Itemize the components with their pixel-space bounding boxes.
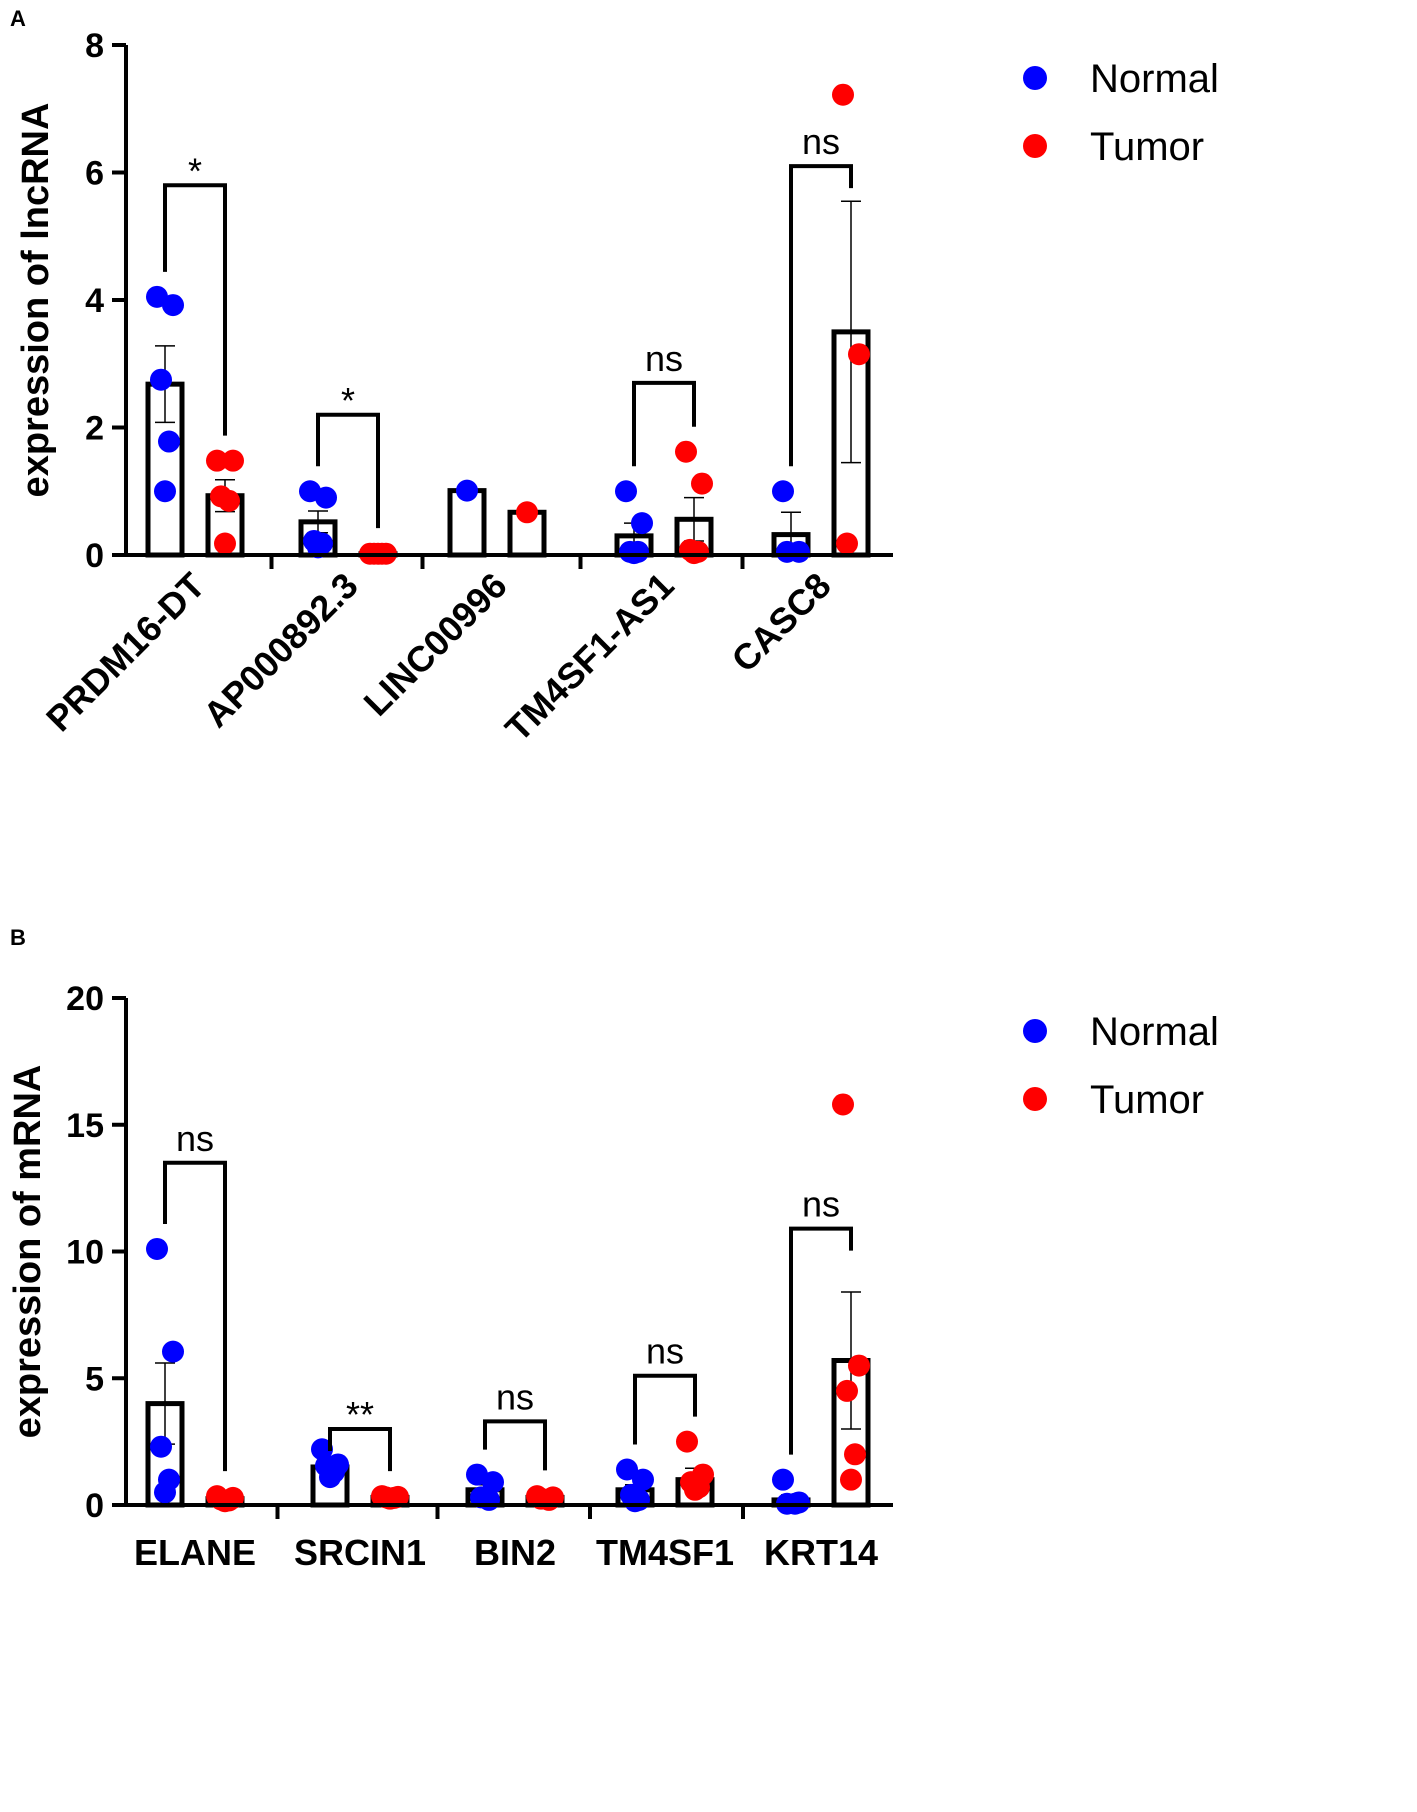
y-tick-label: 0 [85,1487,104,1525]
significance-label: * [188,150,202,191]
significance-label: ns [645,338,683,379]
data-point-tumor [222,449,244,472]
data-point-tumor [206,449,228,472]
legend-label-normal: Normal [1090,1010,1219,1054]
data-point-normal [482,1471,504,1494]
panel-letter: B [10,925,26,950]
data-point-tumor [844,1443,866,1466]
data-point-normal [150,368,172,391]
significance-label: ns [176,1118,214,1159]
data-point-tumor [214,1490,236,1513]
data-point-normal [616,1458,638,1481]
category-label: PRDM16-DT [38,565,213,740]
data-point-tumor [848,343,870,366]
category-label: TM4SF1 [596,1532,734,1573]
panel-letter: A [10,6,26,31]
data-point-tumor [218,489,240,512]
data-point-normal [615,480,637,503]
data-point-tumor [832,83,854,106]
legend-marker-normal [1023,1019,1047,1043]
y-tick-label: 0 [85,537,104,575]
data-point-normal [772,1468,794,1491]
data-point-normal [311,1438,333,1461]
data-point-tumor [538,1488,560,1511]
y-tick-label: 5 [85,1360,104,1398]
data-point-normal [162,1340,184,1363]
data-point-tumor [676,1430,698,1453]
data-point-normal [307,536,329,559]
data-point-normal [631,512,653,535]
y-axis-label: expression of mRNA [7,1065,49,1439]
significance-bracket [789,1226,853,1455]
significance-label: ns [802,121,840,162]
data-point-normal [456,479,478,502]
significance-label: ** [346,1394,374,1435]
category-label: ELANE [134,1532,256,1573]
data-point-normal [632,1468,654,1491]
y-tick-label: 20 [66,980,104,1018]
data-point-normal [146,1237,168,1260]
legend-label-tumor: Tumor [1090,1078,1204,1122]
y-tick-label: 4 [85,282,104,320]
legend-label-tumor: Tumor [1090,125,1204,169]
data-point-normal [772,480,794,503]
significance-label: ns [496,1376,534,1417]
significance-bracket [328,1426,392,1472]
category-label: AP000892.3 [195,565,366,736]
data-point-tumor [836,1379,858,1402]
significance-label: ns [646,1331,684,1372]
y-tick-label: 10 [66,1234,104,1272]
significance-bracket [632,380,696,467]
data-point-tumor [840,1468,862,1491]
data-point-normal [478,1488,500,1511]
y-tick-label: 8 [85,27,104,65]
category-label: KRT14 [764,1532,878,1573]
significance-bracket [633,1373,697,1445]
significance-label: * [341,380,355,421]
data-point-tumor [214,532,236,555]
category-label: CASC8 [723,565,838,680]
category-label: LINC00996 [355,565,514,724]
data-point-tumor [832,1093,854,1116]
data-point-tumor [675,440,697,463]
data-point-normal [315,486,337,509]
significance-bracket [789,164,853,467]
data-point-tumor [684,1478,706,1501]
legend-marker-normal [1023,66,1047,90]
category-label: BIN2 [474,1532,556,1573]
data-point-tumor [848,1354,870,1377]
data-point-tumor [691,472,713,495]
significance-bracket [483,1419,547,1471]
data-point-tumor [836,532,858,555]
significance-bracket [163,1160,227,1472]
y-tick-label: 2 [85,410,104,448]
legend-marker-tumor [1023,134,1047,158]
data-point-normal [154,1481,176,1504]
data-point-normal [150,1435,172,1458]
data-point-normal [319,1466,341,1489]
legend-marker-tumor [1023,1087,1047,1111]
category-label: SRCIN1 [294,1532,426,1573]
data-point-normal [624,1490,646,1513]
data-point-normal [154,480,176,503]
y-tick-label: 6 [85,155,104,193]
significance-bracket [316,412,380,529]
data-point-normal [162,294,184,317]
category-label: TM4SF1-AS1 [497,565,682,750]
data-point-tumor [516,501,538,524]
significance-bracket [163,183,227,436]
y-tick-label: 15 [66,1107,104,1145]
legend-label-normal: Normal [1090,57,1219,101]
significance-label: ns [802,1184,840,1225]
data-point-normal [776,540,798,563]
data-point-normal [158,430,180,453]
y-axis-label: expression of lncRNA [15,103,57,498]
